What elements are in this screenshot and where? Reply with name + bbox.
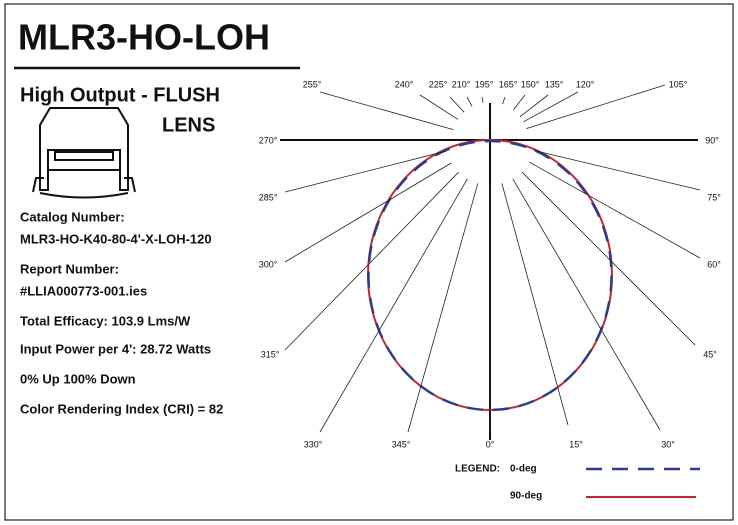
radial-line [519,94,549,118]
angle-label: 300° [259,259,278,269]
subtitle: LENS [162,114,215,136]
info-line: Total Efficacy: 103.9 Lms/W [20,313,191,328]
angle-label: 60° [707,259,721,269]
info-line: Input Power per 4': 28.72 Watts [20,341,211,356]
info-line: Report Number: [20,261,119,276]
legend-label: 90-deg [510,491,542,502]
angle-label: 345° [392,439,411,449]
angle-label: 105° [669,79,688,89]
angle-label: 165° [499,79,518,89]
radial-line [319,91,454,131]
angle-label: 285° [259,192,278,202]
radial-line [513,94,526,111]
radial-line [419,94,459,120]
angle-label: 90° [705,135,719,145]
radial-line [319,178,468,433]
fixture-icon [32,107,136,199]
radial-line [284,171,459,351]
radial-line [466,96,473,107]
angle-label: 150° [521,79,540,89]
angle-label: 240° [395,79,414,89]
angle-label: 120° [576,79,595,89]
subtitle: High Output - FLUSH [20,84,220,106]
radial-line [501,183,569,426]
angle-label: 45° [703,349,717,359]
radial-line [481,96,484,103]
info-line: Catalog Number: [20,209,125,224]
curve-0deg [367,139,613,412]
info-line: #LLIA000773-001.ies [20,283,147,298]
title: MLR3-HO-LOH [18,17,270,58]
info-line: MLR3-HO-K40-80-4'-X-LOH-120 [20,231,212,246]
angle-label: 210° [452,79,471,89]
info-list: Catalog Number: MLR3-HO-K40-80-4'-X-LOH-1… [20,209,223,416]
radial-line [523,91,579,123]
angle-label: 315° [261,349,280,359]
radial-line [529,161,701,259]
angle-label: 15° [569,439,583,449]
angle-label: 0° [486,439,495,449]
angle-label: 195° [475,79,494,89]
angle-label: 255° [303,79,322,89]
angle-label: 270° [259,135,278,145]
radial-line [407,183,479,433]
legend-label: 0-deg [510,464,537,475]
angle-label: 135° [545,79,564,89]
info-line: Color Rendering Index (CRI) = 82 [20,401,223,416]
angle-label: 30° [661,439,675,449]
radial-line [526,84,666,129]
radial-line [284,162,452,263]
radial-line [512,178,661,431]
radial-line [284,150,447,193]
angle-label: 330° [304,439,323,449]
radial-line [449,96,465,113]
radial-line [521,171,696,346]
angle-label: 225° [429,79,448,89]
angle-label: 75° [707,192,721,202]
radial-line [502,96,506,105]
radial-line [533,150,701,191]
legend-title: LEGEND: [455,464,500,475]
info-line: 0% Up 100% Down [20,371,136,386]
polar-diagram: 0° 15° 30° 45° 60° 75° 90° 105° 120° 135° 150°165°… [259,79,722,449]
